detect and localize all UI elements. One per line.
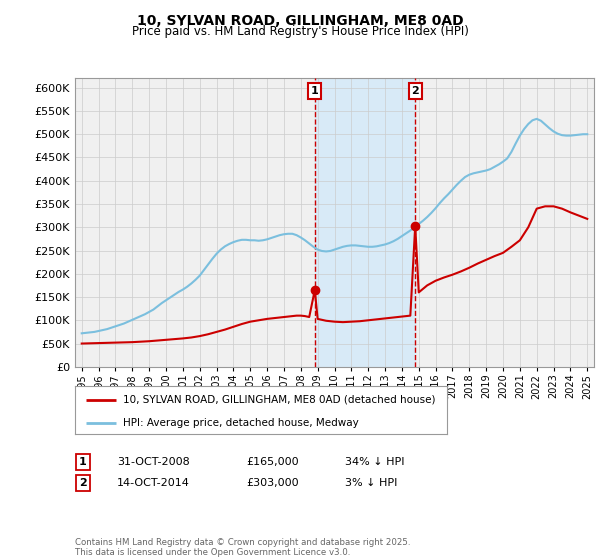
Text: 31-OCT-2008: 31-OCT-2008 bbox=[117, 457, 190, 467]
Text: 2: 2 bbox=[412, 86, 419, 96]
Bar bbox=[315, 78, 415, 367]
Text: Contains HM Land Registry data © Crown copyright and database right 2025.
This d: Contains HM Land Registry data © Crown c… bbox=[75, 538, 410, 557]
Text: 10, SYLVAN ROAD, GILLINGHAM, ME8 0AD: 10, SYLVAN ROAD, GILLINGHAM, ME8 0AD bbox=[137, 14, 463, 28]
Text: Price paid vs. HM Land Registry's House Price Index (HPI): Price paid vs. HM Land Registry's House … bbox=[131, 25, 469, 38]
Text: 3% ↓ HPI: 3% ↓ HPI bbox=[345, 478, 397, 488]
Text: 10, SYLVAN ROAD, GILLINGHAM, ME8 0AD (detached house): 10, SYLVAN ROAD, GILLINGHAM, ME8 0AD (de… bbox=[124, 395, 436, 405]
Text: 1: 1 bbox=[311, 86, 319, 96]
Text: £165,000: £165,000 bbox=[246, 457, 299, 467]
Text: 1: 1 bbox=[79, 457, 86, 467]
Text: £303,000: £303,000 bbox=[246, 478, 299, 488]
Text: HPI: Average price, detached house, Medway: HPI: Average price, detached house, Medw… bbox=[124, 418, 359, 428]
Text: 14-OCT-2014: 14-OCT-2014 bbox=[117, 478, 190, 488]
Text: 34% ↓ HPI: 34% ↓ HPI bbox=[345, 457, 404, 467]
Text: 2: 2 bbox=[79, 478, 86, 488]
